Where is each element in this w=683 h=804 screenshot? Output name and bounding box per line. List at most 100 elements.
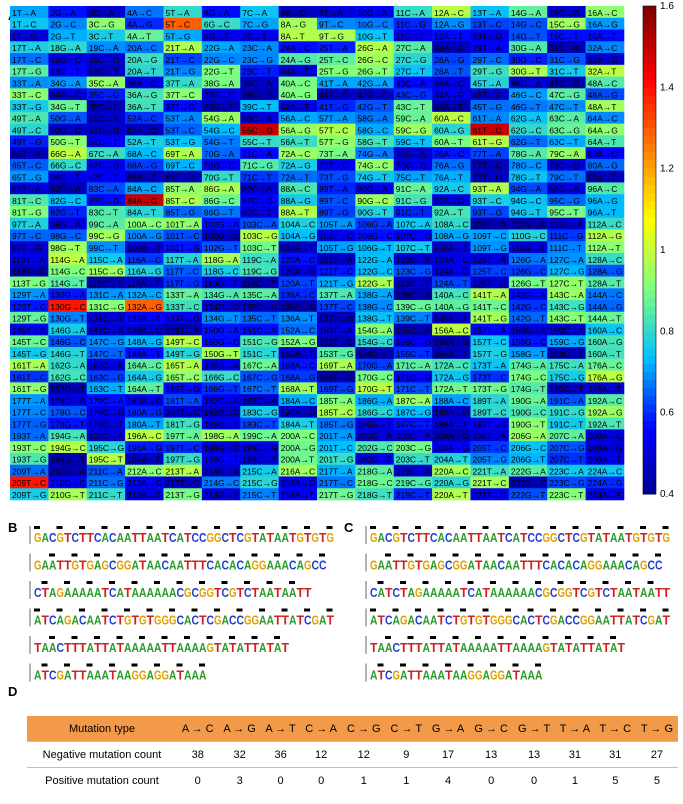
heatmap-cell-label: 5T→G [166,31,191,41]
logo-marker [647,581,654,584]
heatmap-cell [317,217,356,230]
logo-marker [214,526,220,529]
heatmap-cell-label: 139C→G [396,302,431,312]
logo-marker [392,526,399,529]
heatmap-cell-label: 28A→C [434,43,464,53]
heatmap-cell [125,241,164,254]
heatmap-cell-label: 5T→A [166,8,190,18]
heatmap-cell [393,170,433,183]
heatmap-cell [393,276,433,289]
heatmap-cell [432,452,471,466]
logo-letter: A [550,558,558,573]
heatmap-cell-label: 65T→C [12,161,41,171]
logo-marker [229,636,235,639]
heatmap-cell-label: 171C→G [396,372,431,382]
heatmap-cell [125,147,164,160]
heatmap-cell [470,264,510,277]
heatmap-cell [317,88,356,101]
heatmap-cell [393,158,433,171]
heatmap-cell-label: 72A→C [281,149,311,159]
logo-marker [101,526,108,529]
heatmap-cell [508,194,548,207]
heatmap-cell [547,123,586,136]
logo-letter: T [102,640,110,655]
heatmap-cell-label: 140A→G [434,302,469,312]
heatmap-cell-label: 174G→C [511,372,546,382]
logo-marker [34,526,40,529]
heatmap-cell-label: 155C→T [396,349,430,359]
heatmap-cell-label: 19C→G [89,55,120,65]
heatmap-cell [240,311,279,324]
heatmap-cell-label: 200A→T [281,455,315,465]
heatmap-cell-label: 131C→T [89,314,123,324]
heatmap-cell-label: 27C→G [396,55,427,65]
heatmap-cell [86,476,126,489]
logo-marker [445,581,451,584]
logo-marker [236,608,243,612]
heatmap-cell [393,417,433,430]
heatmap-cell [508,182,548,195]
heatmap-cell [201,135,241,148]
heatmap-cell-label: 15C→A [549,8,579,18]
logo-letter: G [475,668,483,683]
heatmap-cell-label: 60A→C [434,114,464,124]
heatmap-cell-label: 71C→T [242,172,271,182]
heatmap-cell [432,194,471,207]
logo-marker [535,663,541,667]
heatmap-cell [355,100,395,113]
logo-letter: G [117,558,125,573]
heatmap-cell-label: 35C→T [89,102,118,112]
colorbar-segment [643,274,656,284]
heatmap-cell [201,476,241,489]
heatmap-cell [163,17,203,30]
logo-letter: C [49,613,57,628]
heatmap-cell [470,370,510,383]
heatmap-cell [125,347,164,360]
heatmap-cell-label: 187C→A [396,396,431,406]
heatmap-cell-label: 94G→C [511,196,542,206]
heatmap-cell-label: 30G→C [511,55,542,65]
heatmap-cell [10,464,49,477]
heatmap-cell-label: 183C→A [242,396,277,406]
heatmap-cell [201,452,241,466]
heatmap-cell [48,100,88,113]
heatmap-cell-label: 96A→C [588,184,618,194]
heatmap-cell-label: 96A→T [588,208,617,218]
logo-letter: A [42,558,50,573]
heatmap-cell-label: 212A→T [127,490,161,500]
logo-letter: G [408,558,416,573]
logo-letter: C [34,585,42,600]
heatmap-cell-label: 215C→T [242,490,276,500]
heatmap-cell [86,405,126,418]
logo-letter: A [169,585,177,600]
heatmap-cell [10,370,49,383]
heatmap-cell-label: 128A→C [588,255,623,265]
heatmap-cell [201,6,241,19]
heatmap-cell-label: 162G→T [50,384,85,394]
logo-letter: T [199,558,207,573]
heatmap-cell [163,441,203,454]
heatmap-cell-label: 106G→C [357,231,392,241]
heatmap-cell [317,253,356,266]
heatmap-cell [125,370,164,383]
heatmap-cell [86,182,126,195]
heatmap-cell [393,205,433,219]
logo-marker [617,526,624,529]
heatmap-cell [240,382,279,395]
heatmap-cell [470,452,510,466]
logo-marker [497,553,504,557]
logo-letter: C [535,585,543,600]
logo-letter: C [169,530,177,545]
heatmap-cell-label: 20A→T [127,67,156,77]
heatmap-cell-label: 209T→A [12,466,46,476]
heatmap-cell [393,382,433,395]
heatmap-cell [470,429,510,442]
heatmap-cell-label: 117T→A [166,255,199,265]
heatmap-cell [393,488,433,501]
heatmap-cell [163,311,203,324]
heatmap-cell [470,476,510,489]
heatmap-cell-label: 199C→G [242,443,277,453]
heatmap-cell-label: 32A→T [588,67,617,77]
heatmap-cell-label: 168A→C [281,361,316,371]
heatmap-cell-label: 42G→T [357,102,387,112]
